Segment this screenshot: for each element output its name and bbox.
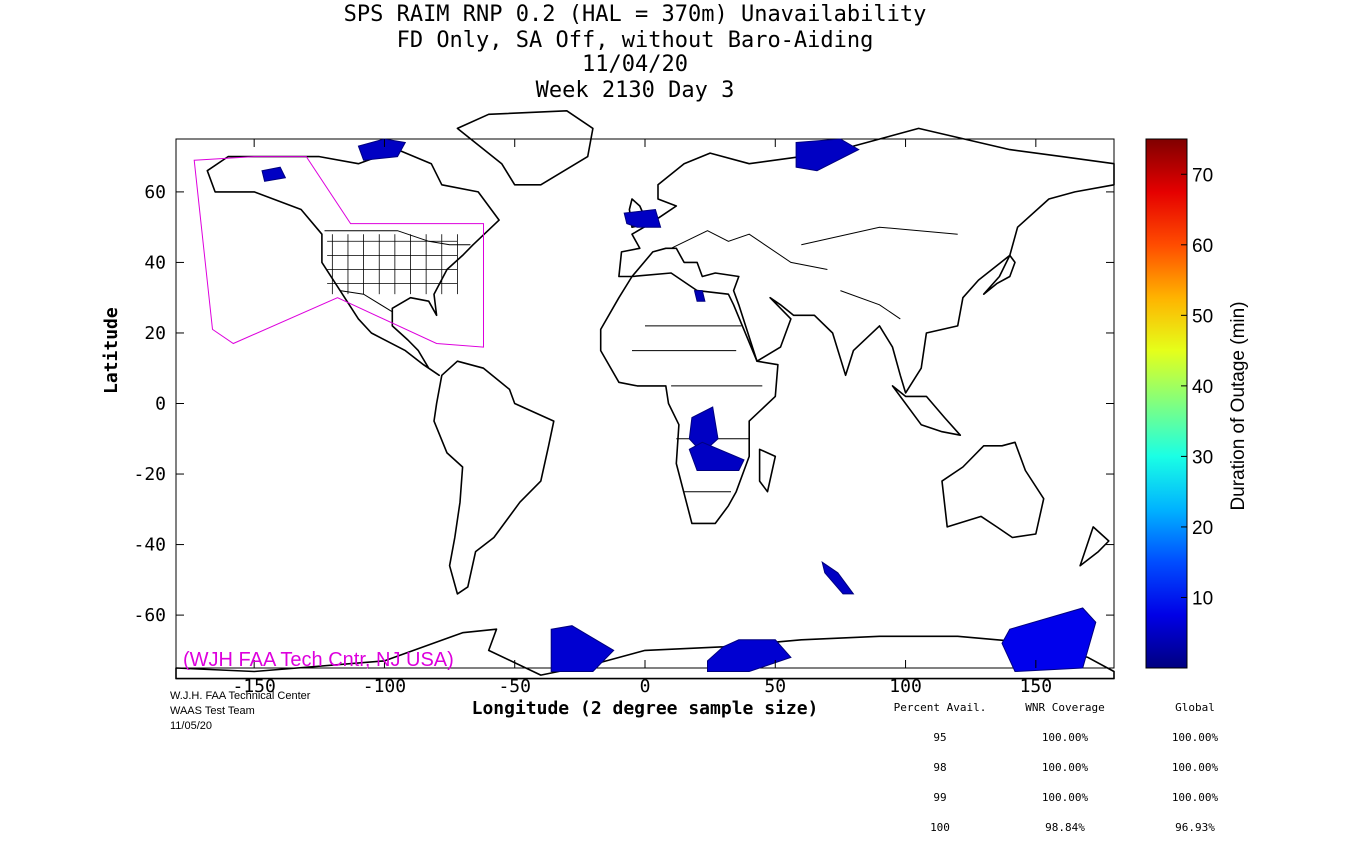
x-tick-label: 100 [889, 676, 922, 697]
axis-layer: -150 -100 -50 0 50 100 150 -60 -40 -20 0 20 40 60 Lati… [101, 139, 1114, 719]
border-line [840, 290, 901, 320]
outage-region [261, 166, 287, 182]
outage-region [688, 441, 745, 471]
outage-region [623, 208, 662, 228]
outage-region [795, 138, 860, 172]
stats-cell: 100.00% [1041, 791, 1089, 804]
colorbar-layer: 10 20 30 40 50 60 70 Duration of Outage (min) [1145, 138, 1249, 669]
footer-org: W.J.H. FAA Technical Center [170, 690, 311, 702]
stats-cell: 99 [933, 791, 947, 804]
stats-table: Percent Avail. WNR Coverage Global 95 10… [890, 683, 1250, 843]
watermark: (WJH FAA Tech Cntr, NJ USA) [183, 649, 454, 671]
colorbar-tick-label: 60 [1192, 236, 1213, 257]
outage-region [707, 639, 792, 672]
stats-cell: 95 [933, 731, 947, 744]
colorbar-tick-label: 40 [1192, 377, 1213, 398]
y-axis-label: Latitude [101, 307, 122, 394]
outage-region [1001, 607, 1097, 673]
colorbar-tick-label: 30 [1192, 447, 1213, 468]
colorbar-label: Duration of Outage (min) [1228, 301, 1249, 510]
y-tick-label: 60 [144, 182, 166, 203]
stats-cell: 100 [930, 821, 950, 834]
title-line-2: FD Only, SA Off, without Baro-Aiding [396, 28, 874, 53]
outage-map-chart: -150 -100 -50 0 50 100 150 -60 -40 -20 0 20 40 60 Lati… [101, 110, 1249, 719]
coastline-australia [941, 441, 1045, 539]
colorbar [1145, 138, 1188, 669]
x-tick-label: -150 [232, 676, 275, 697]
outage-region [693, 290, 706, 302]
coastline-japan [982, 254, 1016, 296]
outage-layer [193, 138, 1097, 673]
stats-row: 99 100.00% 100.00% [890, 791, 1250, 804]
y-tick-label: -20 [133, 464, 166, 485]
colorbar-tick-label: 20 [1192, 518, 1213, 539]
outage-region [357, 138, 407, 161]
y-tick-label: 0 [155, 394, 166, 415]
coastline-arabia-madagascar [758, 448, 777, 493]
coastline-eurasia [618, 127, 1115, 394]
stats-cell: 98.84% [1045, 821, 1085, 834]
stats-cell: 100.00% [1041, 731, 1089, 744]
wnr-boundary [193, 156, 484, 348]
y-tick-label: -40 [133, 535, 166, 556]
border-line [801, 226, 958, 246]
coastline-north-america [206, 148, 500, 377]
footer-team: WAAS Test Team [170, 705, 255, 717]
stats-cell: 100.00% [1171, 791, 1219, 804]
title-line-4: Week 2130 Day 3 [535, 78, 735, 103]
outage-region [821, 561, 855, 595]
coastline-south-america [433, 360, 555, 595]
border-line [670, 230, 828, 270]
outage-region [550, 625, 615, 672]
coastline-indonesia [891, 385, 962, 437]
x-tick-label: 0 [640, 676, 651, 697]
y-tick-label: 20 [144, 323, 166, 344]
x-axis-label: Longitude (2 degree sample size) [472, 698, 819, 719]
map-layer [175, 110, 1115, 680]
stats-header-row: Percent Avail. WNR Coverage Global [890, 701, 1250, 714]
stats-header-wnr: WNR Coverage [1025, 701, 1105, 714]
title-line-3: 11/04/20 [582, 52, 688, 77]
stats-cell: 100.00% [1041, 761, 1089, 774]
stats-cell: 100.00% [1171, 731, 1219, 744]
stats-row: 98 100.00% 100.00% [890, 761, 1250, 774]
x-tick-label: -100 [363, 676, 406, 697]
colorbar-tick-label: 10 [1192, 588, 1213, 609]
stats-row: 95 100.00% 100.00% [890, 731, 1250, 744]
coastline-greenland [456, 110, 594, 186]
colorbar-tick-label: 50 [1192, 306, 1213, 327]
title-line-1: SPS RAIM RNP 0.2 (HAL = 370m) Unavailabi… [343, 2, 927, 27]
y-tick-label: -60 [133, 605, 166, 626]
stats-cell: 98 [933, 761, 947, 774]
colorbar-tick-label: 70 [1192, 165, 1213, 186]
stats-cell: 100.00% [1171, 761, 1219, 774]
x-tick-label: -50 [498, 676, 531, 697]
footer-date: 11/05/20 [170, 720, 213, 732]
stats-cell: 96.93% [1175, 821, 1215, 834]
stats-header-percent: Percent Avail. [893, 701, 987, 714]
x-tick-label: 50 [764, 676, 786, 697]
y-tick-label: 40 [144, 252, 166, 273]
x-tick-label: 150 [1020, 676, 1053, 697]
coastline-new-zealand [1079, 526, 1110, 567]
stats-row: 100 98.84% 96.93% [890, 821, 1250, 834]
stats-header-global: Global [1175, 701, 1215, 714]
